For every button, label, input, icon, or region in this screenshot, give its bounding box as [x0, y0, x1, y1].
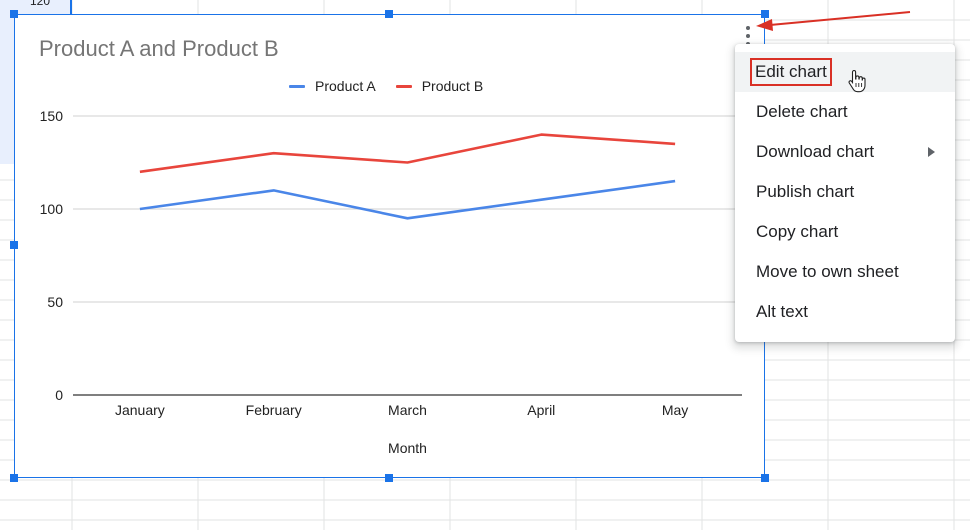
menu-item-label: Move to own sheet: [756, 262, 899, 281]
menu-item-download-chart[interactable]: Download chart: [735, 132, 955, 172]
resize-handle-middle-left[interactable]: [10, 241, 18, 249]
hand-pointer-cursor-icon: [848, 69, 866, 93]
menu-item-label: Download chart: [756, 142, 875, 161]
menu-item-move-to-own-sheet[interactable]: Move to own sheet: [735, 252, 955, 292]
resize-handle-bottom-middle[interactable]: [385, 474, 393, 482]
legend-label-product-a: Product A: [315, 78, 376, 94]
menu-item-copy-chart[interactable]: Copy chart: [735, 212, 955, 252]
resize-handle-top-middle[interactable]: [385, 10, 393, 18]
series-line-product-b: [139, 133, 676, 174]
chart-plot: 0 50 100 150 January February March April May Mon…: [40, 108, 742, 456]
y-tick-label: 150: [40, 108, 64, 124]
menu-item-label: Alt text: [756, 302, 808, 321]
y-tick-label: 50: [47, 294, 63, 310]
menu-item-label: Delete chart: [756, 102, 848, 121]
legend-label-product-b: Product B: [421, 78, 484, 94]
menu-item-alt-text[interactable]: Alt text: [735, 292, 955, 332]
cell-value: 120: [30, 0, 51, 8]
x-tick-label: March: [388, 402, 427, 418]
chart-options-menu: Edit chart Delete chart Download chart P…: [735, 44, 955, 342]
chart-container[interactable]: Product A and Product B Product A Produc…: [14, 14, 765, 478]
resize-handle-top-right[interactable]: [761, 10, 769, 18]
menu-item-edit-chart[interactable]: Edit chart: [735, 52, 955, 92]
selected-column-highlight: [0, 0, 14, 164]
chart-legend: Product A Product B: [289, 77, 483, 95]
submenu-arrow-icon: [928, 147, 935, 157]
chart-title: Product A and Product B: [39, 36, 279, 61]
legend-item-product-b: Product B: [395, 78, 484, 94]
series-line-product-a: [139, 179, 676, 220]
y-tick-label: 0: [55, 387, 63, 403]
y-tick-label: 100: [40, 201, 64, 217]
kebab-dot-icon: [746, 34, 750, 38]
menu-item-delete-chart[interactable]: Delete chart: [735, 92, 955, 132]
x-tick-label: May: [662, 402, 688, 418]
resize-handle-top-left[interactable]: [10, 10, 18, 18]
selected-cell[interactable]: [14, 0, 72, 14]
legend-swatch-product-b: [395, 84, 412, 88]
resize-handle-bottom-right[interactable]: [761, 474, 769, 482]
menu-item-publish-chart[interactable]: Publish chart: [735, 172, 955, 212]
x-tick-label: April: [527, 402, 555, 418]
menu-item-label: Edit chart: [750, 58, 832, 86]
menu-item-label: Copy chart: [756, 222, 839, 241]
x-axis-title: Month: [388, 440, 427, 456]
kebab-dot-icon: [746, 26, 750, 30]
legend-swatch-product-a: [289, 84, 305, 88]
menu-item-label: Publish chart: [756, 182, 855, 201]
resize-handle-bottom-left[interactable]: [10, 474, 18, 482]
x-tick-label: January: [115, 402, 165, 418]
x-tick-label: February: [246, 402, 302, 418]
legend-item-product-a: Product A: [289, 78, 376, 94]
